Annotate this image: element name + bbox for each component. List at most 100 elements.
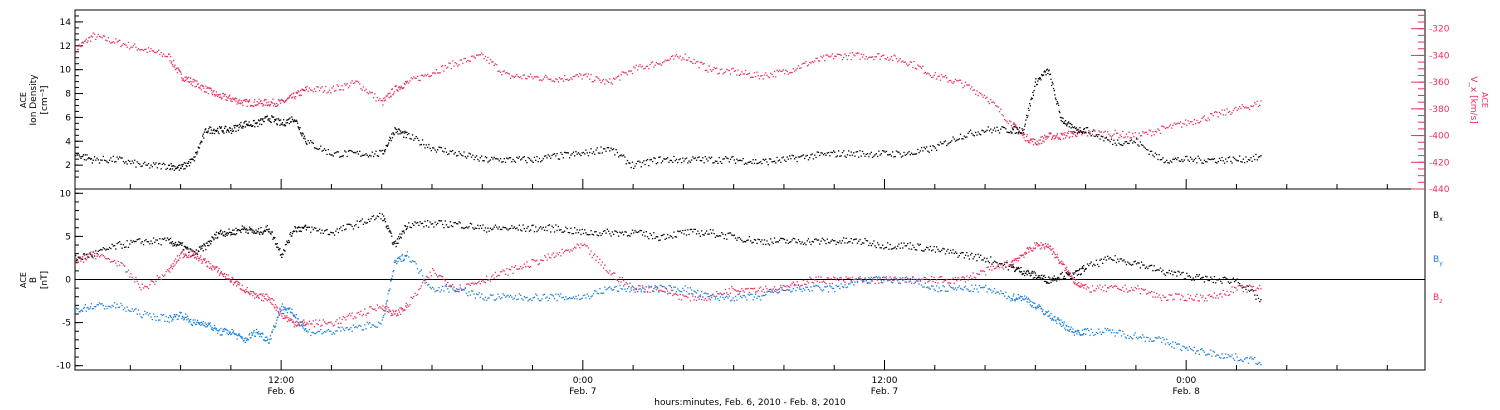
data-point <box>246 124 248 127</box>
data-point <box>120 262 122 264</box>
data-point <box>1022 254 1025 256</box>
data-point <box>1064 269 1066 272</box>
data-point <box>218 274 221 276</box>
data-point <box>1120 258 1123 260</box>
data-point <box>1169 272 1172 275</box>
data-point <box>1072 131 1074 133</box>
data-point <box>1080 274 1082 276</box>
data-point <box>220 127 222 130</box>
data-point <box>1050 78 1052 80</box>
data-point <box>672 237 674 239</box>
data-point <box>599 232 601 234</box>
data-point <box>1046 281 1048 283</box>
data-point <box>344 229 346 231</box>
data-point <box>1171 294 1173 296</box>
data-point <box>523 263 525 265</box>
data-point <box>745 241 747 243</box>
data-point <box>207 93 209 95</box>
data-point <box>204 129 206 131</box>
data-point <box>115 160 117 163</box>
data-point <box>1008 120 1011 122</box>
data-point <box>1197 300 1199 302</box>
data-point <box>988 262 991 264</box>
data-point <box>1052 277 1055 280</box>
data-point <box>762 158 764 160</box>
data-point <box>772 75 774 78</box>
data-point <box>418 139 420 142</box>
data-point <box>240 288 242 290</box>
data-point <box>1118 137 1120 139</box>
data-point <box>317 86 319 88</box>
data-point <box>185 246 187 248</box>
data-point <box>873 155 875 157</box>
data-point <box>227 334 229 336</box>
data-point <box>777 241 779 243</box>
data-point <box>425 74 427 77</box>
data-point <box>838 279 840 282</box>
data-point <box>200 141 202 144</box>
data-point <box>267 342 270 344</box>
data-point <box>85 38 87 40</box>
data-point <box>723 292 725 294</box>
data-point <box>380 150 382 152</box>
data-point <box>452 60 454 62</box>
data-point <box>1183 123 1185 125</box>
data-point <box>285 243 287 246</box>
data-point <box>100 159 102 161</box>
data-point <box>894 155 896 158</box>
data-point <box>105 39 107 41</box>
data-point <box>941 143 943 145</box>
data-point <box>257 125 259 128</box>
data-point <box>1056 100 1058 103</box>
data-point <box>581 228 583 231</box>
data-point <box>964 136 967 138</box>
data-point <box>608 81 610 83</box>
data-point <box>379 305 381 308</box>
data-point <box>914 249 916 251</box>
data-point <box>904 281 906 283</box>
data-point <box>502 70 504 73</box>
data-point <box>785 286 787 288</box>
data-point <box>225 274 228 276</box>
data-point <box>608 272 610 274</box>
data-point <box>806 154 808 157</box>
data-point <box>673 231 675 233</box>
data-point <box>869 242 871 244</box>
data-point <box>1159 159 1162 161</box>
data-point <box>552 80 554 82</box>
data-point <box>998 111 1001 113</box>
data-point <box>501 228 503 231</box>
data-point <box>1137 138 1139 140</box>
data-point <box>382 305 384 307</box>
data-point <box>393 93 395 95</box>
data-point <box>1162 157 1164 159</box>
data-point <box>239 229 241 231</box>
data-point <box>205 91 207 93</box>
data-point <box>995 130 997 132</box>
data-point <box>919 150 921 152</box>
data-point <box>297 90 299 92</box>
data-point <box>165 168 167 170</box>
data-point <box>1239 283 1241 285</box>
data-point <box>233 332 235 334</box>
data-point <box>1014 270 1016 272</box>
data-point <box>347 87 350 89</box>
data-point <box>1053 89 1055 92</box>
data-point <box>224 231 226 233</box>
data-point <box>1025 252 1028 254</box>
data-point <box>387 144 389 146</box>
data-point <box>449 221 451 223</box>
data-point <box>1001 266 1003 268</box>
data-point <box>249 226 251 228</box>
data-point <box>929 245 931 248</box>
data-point <box>1059 273 1062 275</box>
data-point <box>391 314 394 316</box>
data-point <box>402 87 404 89</box>
data-point <box>987 266 989 268</box>
data-point <box>1124 136 1126 138</box>
data-point <box>85 259 87 261</box>
data-point <box>1241 284 1243 287</box>
data-point <box>251 332 253 334</box>
data-point <box>518 268 520 270</box>
data-point <box>265 298 267 300</box>
